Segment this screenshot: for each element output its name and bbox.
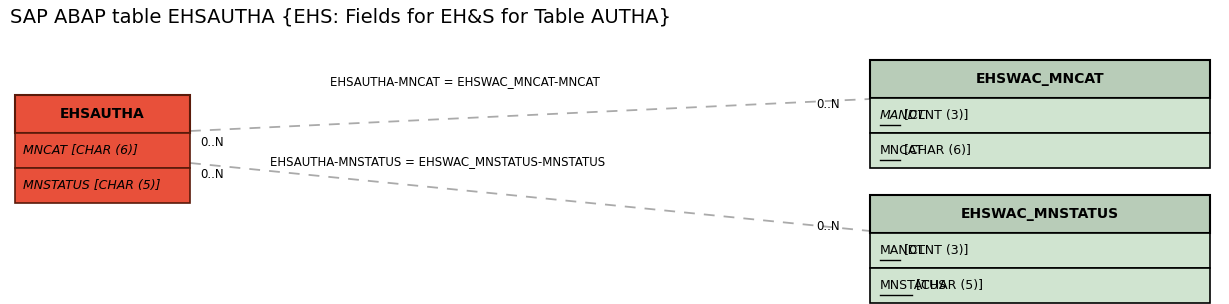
FancyBboxPatch shape [870,233,1211,268]
Text: 0..N: 0..N [200,168,224,181]
FancyBboxPatch shape [15,133,190,168]
Text: MNCAT [CHAR (6)]: MNCAT [CHAR (6)] [23,144,138,157]
Text: 0..N: 0..N [816,98,839,110]
Text: 0..N: 0..N [200,136,224,148]
FancyBboxPatch shape [870,60,1211,98]
Text: [CLNT (3)]: [CLNT (3)] [900,109,968,122]
Text: EHSWAC_MNCAT: EHSWAC_MNCAT [976,72,1105,86]
Text: EHSAUTHA-MNCAT = EHSWAC_MNCAT-MNCAT: EHSAUTHA-MNCAT = EHSWAC_MNCAT-MNCAT [331,75,600,88]
Text: EHSAUTHA: EHSAUTHA [60,107,145,121]
FancyBboxPatch shape [870,133,1211,168]
Text: SAP ABAP table EHSAUTHA {EHS: Fields for EH&S for Table AUTHA}: SAP ABAP table EHSAUTHA {EHS: Fields for… [10,8,671,27]
Text: MNSTATUS: MNSTATUS [880,279,948,292]
Text: MNCAT: MNCAT [880,144,924,157]
FancyBboxPatch shape [870,268,1211,303]
Text: [CHAR (5)]: [CHAR (5)] [912,279,983,292]
FancyBboxPatch shape [15,95,190,133]
FancyBboxPatch shape [870,195,1211,233]
Text: [CHAR (6)]: [CHAR (6)] [900,144,971,157]
Text: EHSAUTHA-MNSTATUS = EHSWAC_MNSTATUS-MNSTATUS: EHSAUTHA-MNSTATUS = EHSWAC_MNSTATUS-MNST… [270,155,605,168]
FancyBboxPatch shape [870,98,1211,133]
Text: MNSTATUS [CHAR (5)]: MNSTATUS [CHAR (5)] [23,179,161,192]
Text: [CLNT (3)]: [CLNT (3)] [900,244,968,257]
FancyBboxPatch shape [15,168,190,203]
Text: MANDT: MANDT [880,244,925,257]
Text: 0..N: 0..N [816,219,839,233]
Text: EHSWAC_MNSTATUS: EHSWAC_MNSTATUS [961,207,1120,221]
Text: MANDT: MANDT [880,109,925,122]
